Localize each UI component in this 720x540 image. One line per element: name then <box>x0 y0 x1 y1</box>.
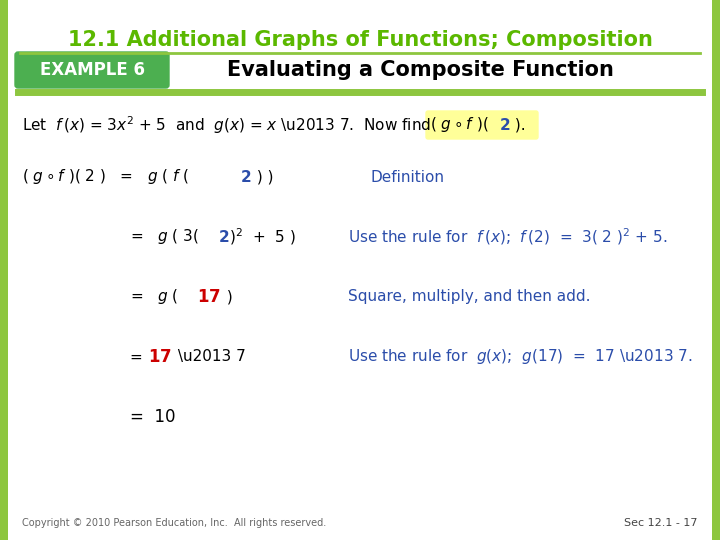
Text: Evaluating a Composite Function: Evaluating a Composite Function <box>227 60 613 80</box>
Text: Definition: Definition <box>370 170 444 185</box>
Text: ( $g \circ f$ )(: ( $g \circ f$ )( <box>430 116 489 134</box>
Bar <box>0 0 8 540</box>
Text: ).: ). <box>510 118 526 132</box>
Text: =   $g$ (: = $g$ ( <box>130 287 179 307</box>
Text: Copyright © 2010 Pearson Education, Inc.  All rights reserved.: Copyright © 2010 Pearson Education, Inc.… <box>22 518 326 528</box>
Text: Sec 12.1 - 17: Sec 12.1 - 17 <box>624 518 698 528</box>
Text: \u2013 7: \u2013 7 <box>173 349 246 364</box>
Text: ): ) <box>222 289 233 305</box>
Text: =   $g$ ( 3(: = $g$ ( 3( <box>130 227 199 246</box>
Text: )$^{2}$  +  5 ): )$^{2}$ + 5 ) <box>229 227 296 247</box>
Text: Let  $f\,(x)$ = 3$x^{2}$ + 5  and  $g(x)$ = $x$ \u2013 7.  Now find: Let $f\,(x)$ = 3$x^{2}$ + 5 and $g(x)$ =… <box>22 114 437 136</box>
Text: $\mathbf{2}$: $\mathbf{2}$ <box>218 229 230 245</box>
Text: $\mathbf{2}$: $\mathbf{2}$ <box>499 117 510 133</box>
Text: Use the rule for  $g( x )$;  $g$(17)  =  17 \u2013 7.: Use the rule for $g( x )$; $g$(17) = 17 … <box>348 348 693 367</box>
Text: $\mathbf{2}$: $\mathbf{2}$ <box>240 169 251 185</box>
Text: =  10: = 10 <box>130 408 176 426</box>
Text: $\mathbf{17}$: $\mathbf{17}$ <box>197 288 221 306</box>
Text: $\mathbf{17}$: $\mathbf{17}$ <box>148 348 172 366</box>
Text: Square, multiply, and then add.: Square, multiply, and then add. <box>348 289 590 305</box>
Text: Use the rule for  $f\,( x )$;  $f\,( 2 )$  =  3( 2 )$^{2}$ + 5.: Use the rule for $f\,( x )$; $f\,( 2 )$ … <box>348 227 667 247</box>
Text: EXAMPLE 6: EXAMPLE 6 <box>40 61 145 79</box>
Text: ( $g \circ f$ )( 2 )   =   $g$ ( $f$ (: ( $g \circ f$ )( 2 ) = $g$ ( $f$ ( <box>22 167 189 186</box>
Bar <box>712 0 720 540</box>
Text: =: = <box>130 349 148 364</box>
Text: 12.1 Additional Graphs of Functions; Composition: 12.1 Additional Graphs of Functions; Com… <box>68 30 652 50</box>
FancyBboxPatch shape <box>426 111 538 139</box>
Text: ) ): ) ) <box>252 170 274 185</box>
FancyBboxPatch shape <box>15 52 169 88</box>
